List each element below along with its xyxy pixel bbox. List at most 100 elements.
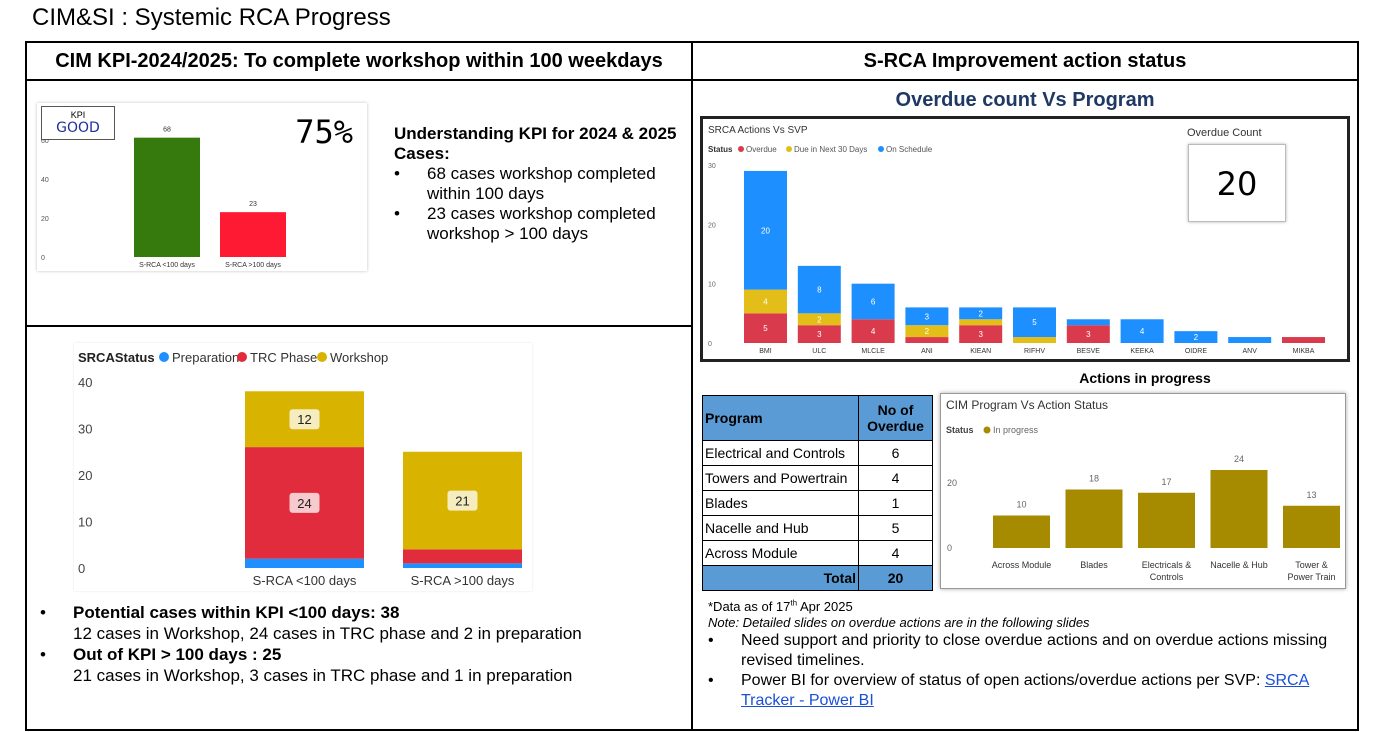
status-y-tick: 40 (78, 375, 92, 390)
srca-status-chart: SRCAStatus Preparation TRC Phase Workshop 0 1… (78, 350, 522, 588)
prog-data-label: 10 (1016, 500, 1026, 510)
kpi-bar-label: 23 (249, 201, 257, 208)
svp-x-label: ANV (1242, 348, 1257, 355)
overdue-table: Program No of Overdue Electrical and Con… (702, 395, 933, 591)
prog-y-tick: 0 (947, 543, 952, 553)
table-cell-program: Towers and Powertrain (702, 465, 859, 491)
prog-x-label: Controls (1150, 572, 1184, 582)
kpi-bullet-2: 23 cases workshop completed workshop > 1… (394, 204, 684, 244)
status-legend-item: Preparation (172, 350, 239, 365)
note-bullet-2-text: Power BI for overview of status of open … (741, 672, 1265, 690)
prog-legend-title: Status (946, 425, 974, 435)
svp-bar-segment (1120, 319, 1164, 343)
svp-bar-segment (1066, 325, 1110, 343)
svp-bar-segment (1282, 337, 1325, 343)
svp-bar-segment (1066, 319, 1110, 326)
status-x-label: S-RCA >100 days (411, 573, 515, 588)
svp-bar-segment (1174, 331, 1218, 343)
kpi-percent: 75% (295, 113, 353, 151)
table-cell-count: 4 (858, 465, 933, 491)
svp-y-tick: 30 (708, 163, 716, 170)
svp-data-label: 2 (817, 315, 822, 324)
prog-bar (1210, 470, 1268, 548)
table-cell-program: Electrical and Controls (702, 440, 859, 466)
svp-data-label: 2 (925, 327, 930, 336)
svp-data-label: 4 (1140, 327, 1145, 336)
svp-x-label: ANI (921, 348, 933, 355)
status-legend-title: SRCAStatus (78, 350, 155, 365)
svp-x-label: MIKBA (1293, 348, 1315, 355)
potential-bullet-2-text: 21 cases in Workshop, 3 cases in TRC pha… (73, 666, 573, 685)
overdue-count-value: 20 (1216, 165, 1258, 203)
svp-bar-segment (959, 319, 1003, 326)
status-y-tick: 0 (78, 561, 85, 576)
table-cell-program: Blades (702, 490, 859, 516)
svp-y-tick: 10 (708, 282, 716, 289)
srca-tracker-link[interactable]: SRCA Tracker - Power BI (741, 672, 1310, 710)
kpi-chart: 0 20 40 60 68 S-RCA <100 days 23 S-RCA >100 day… (41, 127, 286, 269)
notes: *Data as of 17th Apr 2025 Note: Detailed… (708, 596, 1348, 711)
table-header-count: No of Overdue (858, 395, 933, 441)
potential-bullet-2: Out of KPI > 100 days : 25 21 cases in W… (40, 644, 680, 686)
svp-x-label: KIEAN (970, 348, 991, 355)
kpi-badge-value: GOOD (56, 120, 100, 136)
status-legend-dot (317, 352, 327, 362)
prog-data-label: 17 (1161, 477, 1171, 487)
program-vs-action-card: CIM Program Vs Action Status Status In pro… (940, 393, 1346, 589)
potential-bullet-1: Potential cases within KPI <100 days: 38… (40, 602, 680, 644)
svp-legend-dot (738, 146, 744, 152)
overdue-count-label: Overdue Count (1187, 127, 1262, 139)
table-row: Nacelle and Hub 5 (702, 515, 933, 541)
svp-data-label: 5 (1032, 318, 1037, 327)
data-as-of-text: *Data as of 17th Apr 2025 (708, 599, 853, 615)
page-title: CIM&SI : Systemic RCA Progress (32, 4, 391, 31)
svp-bar-segment (905, 325, 949, 338)
prog-chart-title: CIM Program Vs Action Status (946, 398, 1108, 412)
svp-x-label: BESVE (1077, 348, 1101, 355)
svp-bar-segment (797, 265, 841, 314)
prog-x-label: Across Module (992, 560, 1052, 570)
kpi-card: 0 20 40 60 68 S-RCA <100 days 23 S-RCA >100 day… (37, 103, 367, 271)
prog-x-label: Power Train (1287, 572, 1335, 582)
status-legend-dot (237, 352, 247, 362)
potential-bullet-2-title: Out of KPI > 100 days : 25 (73, 645, 282, 664)
svp-bar-segment (959, 325, 1003, 343)
prog-y-tick: 20 (947, 478, 957, 488)
prog-x-label: Electricals & (1142, 560, 1192, 570)
svp-chart-title: SRCA Actions Vs SVP (708, 125, 808, 136)
status-legend-item: TRC Phase (250, 350, 317, 365)
prog-x-label: Blades (1080, 560, 1108, 570)
overdue-title: Overdue count Vs Program (895, 89, 1155, 111)
svp-bar-segment (797, 325, 841, 343)
potential-cases: Potential cases within KPI <100 days: 38… (40, 602, 680, 686)
table-total-label: Total (702, 565, 859, 591)
prog-data-label: 13 (1306, 490, 1316, 500)
svp-y-tick: 20 (708, 222, 716, 229)
kpi-bar-label: 68 (163, 127, 171, 134)
note-bullet-2: Power BI for overview of status of open … (708, 671, 1348, 711)
status-y-tick: 30 (78, 422, 92, 437)
status-data-label-bg (289, 409, 320, 430)
kpi-bullet-1: 68 cases workshop completed within 100 d… (394, 164, 684, 204)
svp-bar-segment (1228, 337, 1272, 343)
prog-legend-item: In progress (993, 425, 1039, 435)
prog-data-label: 18 (1089, 474, 1099, 484)
table-total-value: 20 (858, 565, 933, 591)
potential-bullet-1-text: 12 cases in Workshop, 24 cases in TRC ph… (73, 624, 582, 643)
prog-x-label: Nacelle & Hub (1210, 560, 1268, 570)
svp-data-label: 2 (978, 309, 983, 318)
svp-data-label: 8 (817, 286, 822, 295)
kpi-bar (134, 137, 200, 257)
kpi-understanding-heading: Understanding KPI for 2024 & 2025 Cases: (394, 124, 677, 163)
prog-bar (1065, 489, 1123, 548)
svp-data-label: 3 (1086, 330, 1091, 339)
prog-bar (1138, 492, 1195, 548)
svp-bar-segment (959, 307, 1003, 320)
svp-data-label: 20 (761, 226, 770, 235)
status-bar-segment (245, 558, 364, 568)
kpi-badge: KPI GOOD (41, 106, 115, 140)
actions-vs-svp-chart: SRCA Actions Vs SVP Status Overdue Due in N… (708, 125, 1325, 355)
table-cell-count: 6 (858, 440, 933, 466)
status-bar-segment (403, 549, 522, 564)
svp-bar-segment (1013, 337, 1056, 343)
